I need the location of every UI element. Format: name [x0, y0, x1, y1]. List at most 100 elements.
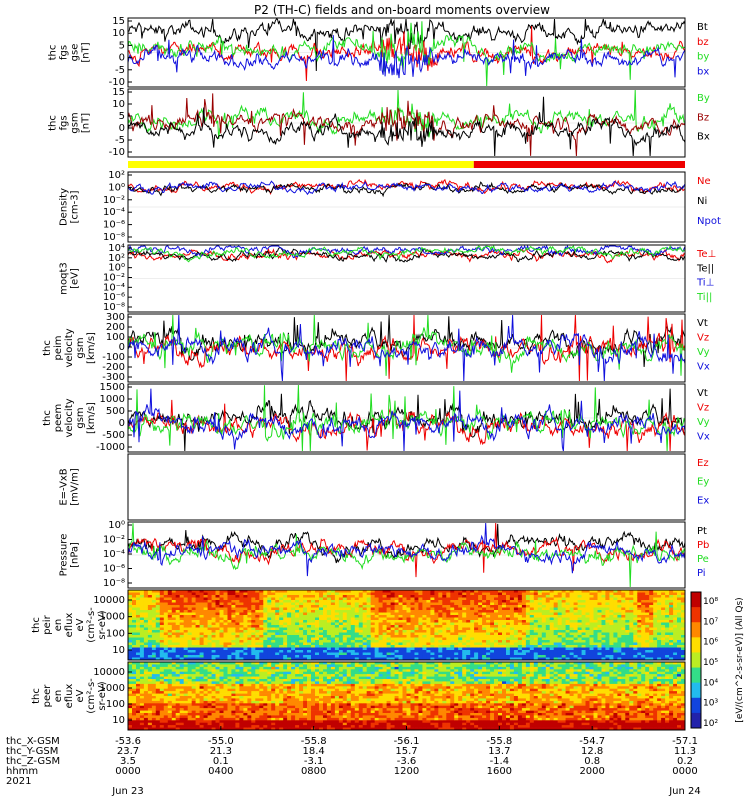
ylabel-line: thc: [31, 617, 42, 633]
xrow-label: hhmm: [6, 766, 38, 777]
series-peim_velocity-4: [128, 314, 685, 382]
ylabel-peim_velocity: thcpeimvelocitygsm[km/s]: [42, 328, 97, 367]
legend-fgs_gse-bx: bx: [697, 66, 709, 77]
panel-temperature-data: [128, 245, 685, 279]
ylabel-line: E=-VxB: [59, 468, 70, 505]
ylabel-line: peir: [42, 614, 53, 634]
panel-frame: [127, 88, 686, 158]
xtick-thc_X-GSM: -55.8: [486, 736, 512, 747]
ytick-label: 5: [119, 111, 125, 122]
status-bar: [128, 161, 685, 168]
ytick-label: 10⁻⁶: [103, 220, 125, 231]
ytick-label: -500: [102, 430, 125, 441]
ylabel-line: moqt3: [59, 262, 70, 295]
xtick-thc_Z-GSM: 0.2: [677, 756, 693, 767]
colorbar-tick: 10⁷: [703, 617, 718, 627]
ylabel-line: (cm²-s-: [86, 607, 97, 643]
xrow-label: thc_Y-GSM: [6, 746, 58, 757]
panel-frame: [127, 313, 686, 383]
colorbar-tick: 10⁸: [703, 597, 718, 607]
series-pressure-3: [128, 523, 685, 588]
colorbar-swatch: [691, 712, 701, 729]
ytick-label: 10: [112, 645, 125, 656]
colorbar-tick: 10²: [703, 719, 718, 729]
ylabel-line: Pressure: [59, 534, 70, 577]
colorbar-swatch: [691, 637, 701, 653]
ylabel-line: thc: [31, 688, 42, 704]
ytick-label: -300: [102, 372, 125, 383]
ylabel-line: gsm: [75, 337, 86, 358]
xtick-thc_Z-GSM: 0.8: [584, 756, 600, 767]
legend-peem_velocity-Vy: Vy: [697, 417, 710, 428]
panel-frame: [127, 453, 686, 521]
ytick-label: 10⁰: [108, 520, 125, 531]
ytick-label: 0: [119, 53, 125, 64]
ytick-label: 500: [106, 406, 125, 417]
legend-peem_velocity-Vx: Vx: [697, 432, 710, 443]
ytick-label: 15: [112, 87, 125, 98]
colorbar-swatch: [691, 652, 701, 669]
ytick-label: 1000: [100, 612, 125, 623]
legend-temperature-Ti⊥: Ti⊥: [696, 278, 714, 289]
ytick-label: 10⁻²: [103, 273, 125, 284]
ylabel-line: thc: [42, 410, 53, 426]
panel-peim_velocity-data: [128, 314, 685, 382]
panel-peem_velocity-data: [128, 384, 685, 452]
ylabel-line: [eV]: [70, 268, 81, 289]
panel-peir_spec-data: [128, 590, 685, 660]
series-pressure-2: [128, 522, 685, 578]
ylabel-line: (cm²-s-: [86, 678, 97, 714]
ytick-label: 10⁻⁴: [103, 282, 125, 293]
colorbar-tick: 10⁴: [703, 678, 718, 688]
colorbar-swatch: [691, 697, 701, 714]
xrow-label: thc_X-GSM: [6, 736, 60, 747]
ytick-label: 10⁻⁴: [103, 207, 125, 218]
ylabel-line: velocity: [64, 398, 75, 437]
panel-frame: [127, 17, 686, 88]
colorbar-frame: [690, 591, 702, 729]
ytick-label: -1000: [96, 442, 125, 453]
ylabel-line: eV: [75, 689, 86, 702]
xtick-date: Jun 23: [111, 786, 144, 797]
ytick-label: 10²: [108, 170, 125, 181]
ytick-label: 1000: [100, 394, 125, 405]
ylabel-line: [km/s]: [86, 402, 97, 434]
xtick-thc_Z-GSM: 0.1: [213, 756, 229, 767]
ytick-label: -5: [115, 135, 125, 146]
ylabel-line: [mV/m]: [70, 468, 81, 506]
legend-fgs_gsm-Bx: Bx: [697, 132, 710, 143]
plot-title: P2 (TH-C) fields and on-board moments ov…: [254, 3, 550, 17]
ytick-label: -5: [115, 65, 125, 76]
xtick-thc_X-GSM: -57.1: [672, 736, 698, 747]
xtick-date: Jun 24: [668, 786, 701, 797]
ylabel-line: eV: [75, 618, 86, 631]
legend-peim_velocity-Vt: Vt: [697, 318, 708, 329]
ytick-label: 300: [106, 312, 125, 323]
ylabel-line: [nT]: [81, 42, 92, 62]
legend-efield-Ez: Ez: [697, 458, 709, 469]
series-temperature-2: [128, 246, 685, 263]
colorbar-swatch: [691, 622, 701, 638]
ytick-label: 1500: [100, 382, 125, 393]
panel-frame: [127, 383, 686, 453]
status-segment: [128, 161, 474, 168]
xtick-thc_X-GSM: -55.8: [301, 736, 327, 747]
xtick-hhmm: 0000: [115, 766, 140, 777]
panel-efield: E=-VxB[mV/m] Ez Ey Ex: [59, 453, 709, 521]
ytick-label: 10: [112, 99, 125, 110]
ylabel-line: thc: [42, 340, 53, 356]
legend-peem_velocity-Vt: Vt: [697, 388, 708, 399]
ylabel-peem_velocity: thcpeemvelocitygsm[km/s]: [42, 398, 97, 437]
series-peem_velocity-4: [128, 388, 685, 452]
ylabel-line: peim: [53, 335, 64, 360]
ytick-label: 100: [106, 628, 125, 639]
ylabel-line: eflux: [64, 684, 75, 709]
ylabel-line: [km/s]: [86, 332, 97, 364]
colorbar-tick: 10⁵: [703, 658, 718, 668]
ylabel-temperature: moqt3[eV]: [59, 262, 81, 295]
ytick-label: -200: [102, 362, 125, 373]
